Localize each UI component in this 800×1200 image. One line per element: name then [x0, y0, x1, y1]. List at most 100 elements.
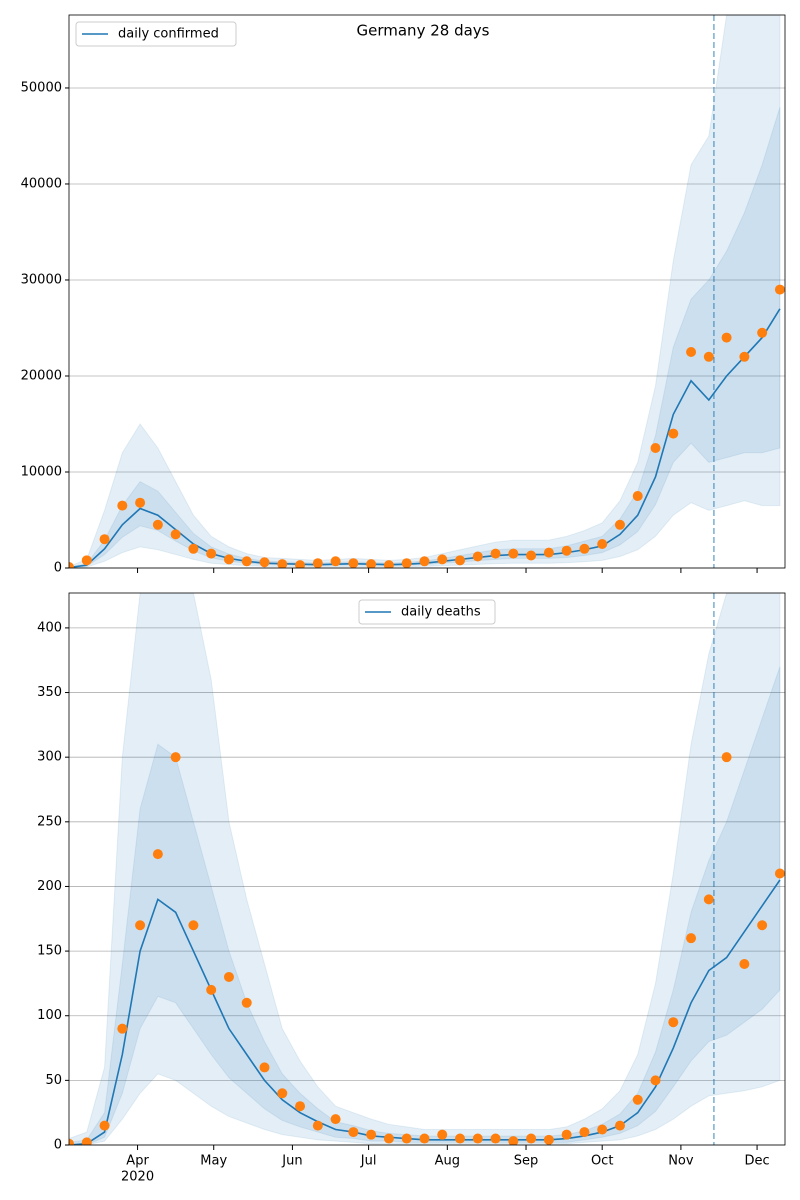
observed-point [757, 920, 768, 931]
observed-point [419, 1133, 430, 1144]
observed-point [188, 543, 199, 554]
observed-point [597, 1124, 608, 1135]
observed-point [223, 971, 234, 982]
observed-point [686, 933, 697, 944]
observed-point [135, 920, 146, 931]
observed-point [81, 555, 92, 566]
legend-label: daily deaths [401, 605, 481, 620]
observed-point [614, 1120, 625, 1131]
observed-point [99, 1120, 110, 1131]
observed-point [632, 490, 643, 501]
observed-point [117, 500, 128, 511]
y-tick-label: 30000 [21, 272, 62, 287]
y-tick-label: 40000 [21, 176, 62, 191]
observed-point [508, 548, 519, 559]
observed-point [170, 752, 181, 763]
observed-point [455, 555, 466, 566]
observed-point [561, 545, 572, 556]
observed-point [277, 559, 288, 568]
observed-point [383, 560, 394, 568]
y-tick-label: 300 [37, 750, 62, 765]
observed-point [739, 351, 750, 362]
observed-point [721, 332, 732, 343]
confidence-band [69, 15, 781, 568]
observed-point [401, 558, 412, 568]
observed-point [241, 997, 252, 1008]
observed-point [69, 562, 74, 568]
observed-point [757, 327, 768, 338]
observed-point [579, 1127, 590, 1138]
observed-point [223, 554, 234, 565]
y-tick-label: 200 [37, 879, 62, 894]
observed-point [490, 1133, 501, 1144]
observed-point [152, 849, 163, 860]
observed-point [774, 868, 785, 879]
observed-point [330, 1114, 341, 1125]
axes-frame [68, 592, 786, 1146]
observed-point [312, 1120, 323, 1131]
observed-point [135, 497, 146, 508]
chart-title: Germany 28 days [357, 22, 490, 40]
observed-point [348, 1127, 359, 1138]
observed-point [348, 558, 359, 568]
legend-box [358, 599, 496, 625]
observed-point [366, 559, 377, 568]
observed-point [721, 752, 732, 763]
x-tick-label: Jul [360, 1154, 377, 1169]
observed-point [295, 1101, 306, 1112]
y-tick-label: 50 [45, 1073, 62, 1088]
observed-point [579, 543, 590, 554]
observed-point [117, 1023, 128, 1034]
x-tick-label: Sep [514, 1154, 539, 1169]
x-tick-label: Jun [281, 1154, 302, 1169]
observed-point [259, 557, 270, 568]
observed-point [650, 1075, 661, 1086]
observed-point [526, 1133, 537, 1144]
observed-point [312, 558, 323, 568]
legend-box [75, 21, 237, 47]
observed-point [99, 534, 110, 545]
observed-point [188, 920, 199, 931]
observed-point [419, 556, 430, 567]
x-tick-label: Dec [744, 1154, 769, 1169]
x-tick-label: May [200, 1154, 227, 1169]
observed-point [455, 1133, 466, 1144]
y-tick-label: 250 [37, 814, 62, 829]
observed-point [206, 984, 217, 995]
y-tick-label: 350 [37, 685, 62, 700]
observed-point [69, 1138, 74, 1145]
observed-point [330, 556, 341, 567]
confidence-band [69, 107, 781, 568]
x-tick-label: Apr [126, 1154, 149, 1169]
observed-point [739, 959, 750, 970]
observed-point [437, 554, 448, 565]
y-tick-label: 20000 [21, 368, 62, 383]
observed-point [597, 538, 608, 549]
legend-label: daily confirmed [118, 27, 219, 42]
observed-point [632, 1094, 643, 1105]
y-tick-label: 150 [37, 944, 62, 959]
x-tick-label: Aug [435, 1154, 460, 1169]
axes-frame [68, 14, 786, 569]
observed-point [703, 351, 714, 362]
observed-point [543, 547, 554, 558]
y-tick-label: 0 [54, 561, 62, 576]
y-tick-label: 0 [54, 1138, 62, 1153]
observed-point [472, 551, 483, 562]
observed-point [668, 1017, 679, 1028]
observed-point [241, 556, 252, 567]
observed-point [774, 284, 785, 295]
observed-point [650, 442, 661, 453]
observed-point [366, 1129, 377, 1140]
observed-point [295, 560, 306, 568]
x-tick-label: Nov [668, 1154, 694, 1169]
observed-point [686, 346, 697, 357]
observed-point [543, 1134, 554, 1145]
observed-point [703, 894, 714, 905]
x-tick-label: Oct [591, 1154, 613, 1169]
y-tick-label: 10000 [21, 464, 62, 479]
observed-point [561, 1129, 572, 1140]
observed-point [508, 1136, 519, 1145]
observed-point [668, 428, 679, 439]
observed-point [490, 548, 501, 559]
